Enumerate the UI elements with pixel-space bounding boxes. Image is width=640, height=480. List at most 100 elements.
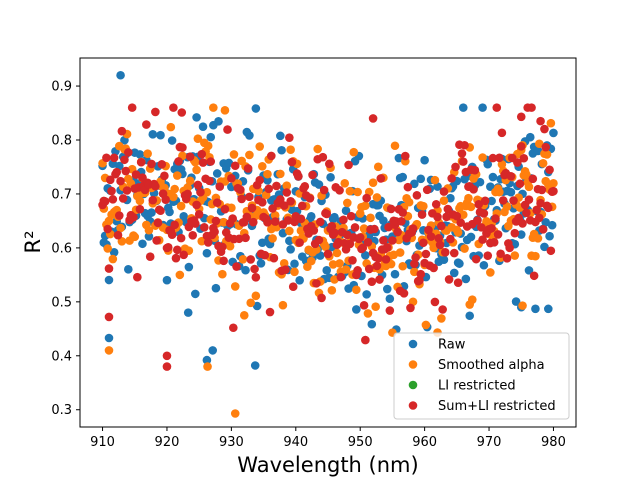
data-point	[309, 226, 319, 235]
data-point	[511, 297, 521, 306]
legend-label: Smoothed alpha	[438, 358, 545, 373]
data-point	[321, 242, 330, 251]
x-tick-label: 940	[283, 435, 308, 450]
legend-label: Sum+LI restricted	[438, 399, 556, 414]
data-point	[332, 248, 342, 258]
data-point	[429, 243, 438, 253]
data-point	[352, 285, 361, 295]
data-point	[294, 172, 303, 181]
data-point	[211, 216, 221, 226]
data-point	[202, 248, 212, 258]
data-point	[188, 231, 198, 240]
data-point	[268, 204, 277, 213]
data-point	[100, 197, 110, 206]
data-point	[145, 252, 155, 261]
data-point	[142, 120, 151, 129]
data-point	[148, 130, 158, 139]
data-point	[385, 306, 395, 315]
data-point	[460, 140, 469, 150]
x-axis-ticks: 910 920 930 940 950 960 970 980	[90, 427, 566, 450]
data-point	[353, 266, 362, 275]
data-point	[170, 220, 179, 230]
data-point	[537, 185, 547, 195]
data-point	[263, 176, 272, 185]
data-point	[343, 230, 352, 240]
data-point	[219, 217, 228, 227]
data-point	[203, 141, 213, 151]
data-point	[330, 212, 339, 222]
data-point	[129, 212, 138, 222]
data-point	[453, 278, 463, 287]
data-point	[458, 210, 468, 220]
data-point	[185, 152, 195, 161]
data-point	[510, 228, 520, 238]
data-point	[341, 265, 351, 274]
data-point	[348, 255, 357, 265]
data-point	[424, 225, 433, 235]
data-point	[176, 201, 186, 211]
data-point	[196, 187, 205, 197]
data-point	[327, 221, 337, 231]
data-point	[192, 113, 201, 122]
data-point	[297, 201, 307, 211]
data-point	[224, 158, 234, 168]
data-point	[210, 227, 219, 237]
data-point	[449, 248, 459, 258]
data-point	[393, 227, 402, 237]
data-point	[478, 103, 487, 112]
data-point	[185, 176, 195, 186]
data-point	[547, 220, 557, 230]
data-point	[326, 173, 335, 182]
data-point	[202, 187, 212, 197]
data-point	[491, 214, 500, 223]
data-point	[549, 178, 558, 188]
data-point	[135, 204, 145, 214]
data-point	[509, 196, 518, 205]
data-point	[169, 192, 178, 202]
data-point	[411, 253, 420, 262]
data-point	[286, 196, 295, 206]
y-tick-label: 0.5	[51, 295, 72, 310]
data-point	[247, 203, 257, 213]
y-tick-label: 0.3	[51, 403, 72, 418]
data-point	[238, 255, 248, 264]
data-point	[524, 182, 534, 192]
legend-box	[393, 332, 570, 420]
data-point	[229, 150, 239, 159]
data-point	[406, 303, 415, 313]
data-point	[327, 286, 337, 295]
data-point	[246, 255, 255, 264]
data-point	[390, 141, 400, 151]
data-point	[131, 170, 141, 179]
data-point	[430, 175, 440, 185]
data-point	[193, 180, 203, 190]
data-point	[121, 166, 131, 176]
data-point	[421, 249, 431, 259]
data-point	[306, 256, 316, 266]
data-point	[206, 132, 216, 142]
data-point	[117, 236, 127, 246]
data-point	[245, 131, 254, 140]
data-point	[373, 254, 383, 263]
plot-frame	[79, 57, 577, 428]
data-point	[538, 159, 548, 168]
data-point	[197, 149, 207, 159]
data-point	[120, 155, 129, 165]
data-point	[171, 253, 181, 263]
data-point	[107, 186, 116, 196]
data-point	[363, 237, 373, 247]
data-point	[433, 182, 442, 191]
data-point	[439, 255, 449, 264]
data-point	[375, 275, 384, 284]
data-point	[422, 185, 432, 195]
data-point	[361, 251, 370, 260]
data-point	[506, 187, 516, 197]
data-point	[540, 124, 549, 134]
data-point	[250, 361, 260, 370]
data-point	[542, 150, 552, 159]
data-point	[335, 259, 344, 268]
data-point	[209, 103, 218, 112]
data-point	[108, 195, 118, 204]
data-point	[288, 282, 298, 292]
data-point	[117, 126, 127, 136]
